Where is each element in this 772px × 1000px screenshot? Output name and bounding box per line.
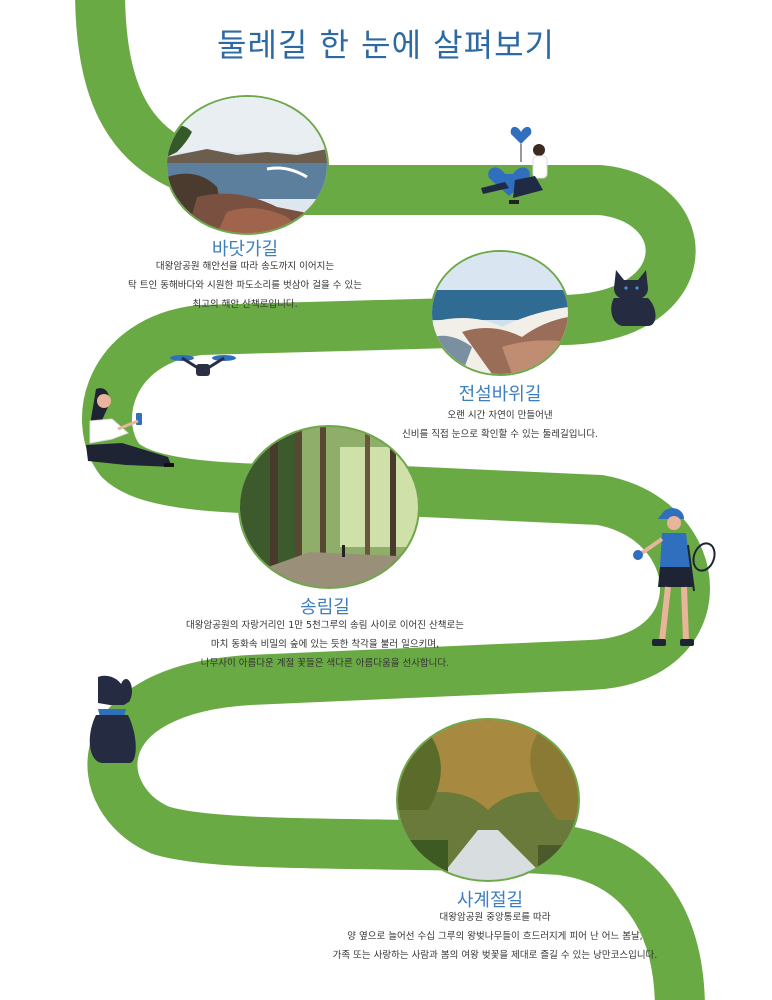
desc-line: 마치 동화속 비밀의 숲에 있는 듯한 착각을 불러 일으키며,: [210, 639, 440, 650]
legend-rock-photo: [430, 250, 570, 376]
dog-illustration: [84, 675, 144, 769]
desc-line: 양 옆으로 늘어선 수십 그루의 왕벚나무들이 흐드러지게 피어 난 어느 봄날…: [347, 931, 643, 942]
coastal-rocks-photo: [165, 95, 329, 235]
desc-line: 오랜 시간 자연이 만들어낸: [447, 410, 553, 421]
cherry-blossom-road-photo: [396, 718, 580, 882]
cat-illustration: [608, 268, 658, 330]
desc-line: 가족 또는 사랑하는 사람과 봄의 여왕 벚꽃을 제대로 즐길 수 있는 낭만코…: [332, 950, 658, 961]
section-title-four-seasons: 사계절길: [456, 890, 524, 911]
cap-icon: [658, 508, 684, 519]
desc-line: 대왕암공원의 자랑거리인 1만 5천그루의 송림 사이로 이어진 산책로는: [186, 620, 464, 631]
heart-icon: [510, 126, 532, 144]
desc-line: 탁 트인 동해바다와 시원한 파도소리를 벗삼아 걸을 수 있는: [128, 280, 362, 291]
desc-line: 나무사이 아름다운 계절 꽃들은 색다른 아름다움을 선사합니다.: [200, 658, 450, 669]
section-title-coastal: 바닷가길: [211, 239, 279, 260]
person-with-phone-illustration: [82, 385, 178, 479]
drone-illustration: [170, 352, 236, 384]
pine-forest-photo: [238, 425, 420, 589]
page-title: 둘레길 한 눈에 살펴보기: [217, 26, 555, 64]
desc-line: 최고의 해안 산책로입니다.: [192, 299, 298, 310]
section-desc-four-seasons: 대왕암공원 중앙통로를 따라 양 옆으로 늘어선 수십 그루의 왕벚나무들이 흐…: [300, 908, 690, 965]
section-desc-coastal: 대왕암공원 해안선을 따라 송도까지 이어지는 탁 트인 동해바다와 시원한 파…: [110, 257, 380, 314]
desc-line: 대왕암공원 해안선을 따라 송도까지 이어지는: [155, 261, 335, 272]
desc-line: 신비를 직접 눈으로 확인할 수 있는 둘레길입니다.: [402, 429, 598, 440]
section-desc-pine-forest: 대왕암공원의 자랑거리인 1만 5천그루의 송림 사이로 이어진 산책로는 마치…: [165, 616, 485, 673]
section-title-pine-forest: 송림길: [300, 597, 350, 618]
desc-line: 대왕암공원 중앙통로를 따라: [439, 912, 551, 923]
section-title-legend-rock: 전설바위길: [458, 384, 542, 405]
section-desc-legend-rock: 오랜 시간 자연이 만들어낸 신비를 직접 눈으로 확인할 수 있는 둘레길입니…: [380, 406, 620, 444]
tennis-player-illustration: [628, 505, 720, 654]
person-with-heart-illustration: [475, 118, 555, 214]
